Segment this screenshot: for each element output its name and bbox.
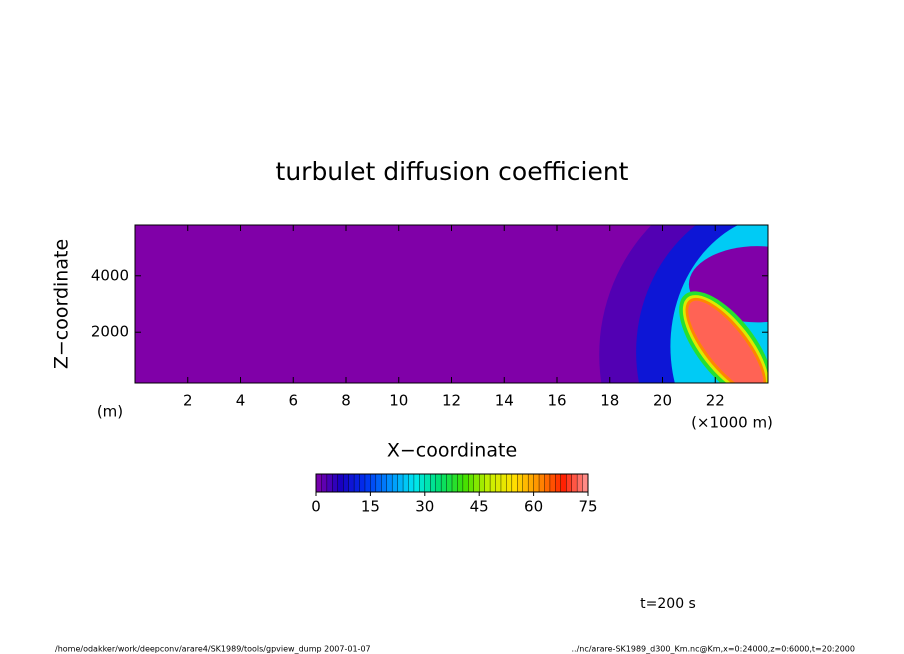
colorbar-cell [424,473,431,493]
colorbar-cell [484,473,491,493]
colorbar-cell [571,473,578,493]
colorbar-cell [451,473,458,493]
colorbar-cell [402,473,409,493]
colorbar-cell [332,473,339,493]
x-tick-label: 20 [653,392,672,410]
colorbar-tick-label: 60 [524,498,543,516]
colorbar-cell [370,473,377,493]
colorbar-cell [495,473,502,493]
colorbar-cell [555,473,562,493]
colorbar-cell [440,473,448,493]
y-axis-unit: (m) [97,403,123,421]
colorbar-cell [419,473,426,493]
colorbar-cell [549,473,556,493]
colorbar-cell [386,473,393,493]
colorbar-cell [391,473,399,493]
colorbar-cell [538,473,545,493]
colorbar-tick-label: 45 [470,498,489,516]
colorbar-cell [321,473,328,493]
colorbar-cell [408,473,415,493]
colorbar-cell [479,473,486,493]
x-tick-label: 22 [706,392,725,410]
colorbar-cell [500,473,507,493]
chart-title: turbulet diffusion coefficient [276,157,629,186]
colorbar-cell [544,473,551,493]
colorbar-cell [462,473,469,493]
colorbar-cell [353,473,361,493]
colorbar-cell [489,473,497,493]
x-tick-label: 12 [442,392,461,410]
colorbar-tick-label: 30 [415,498,434,516]
colorbar-cell [446,473,453,493]
x-tick-label: 18 [600,392,619,410]
colorbar-cell [435,473,442,493]
colorbar-cell [430,473,437,493]
field [135,225,768,383]
colorbar-cell [337,473,344,493]
colorbar-cell [576,473,584,493]
colorbar-cell [315,473,322,493]
x-tick-label: 16 [547,392,566,410]
time-label: t=200 s [640,596,696,612]
x-tick-label: 2 [183,392,193,410]
colorbar-cell [527,473,535,493]
colorbar-frame [315,473,589,493]
colorbar-cell [560,473,567,493]
colorbar-cell [364,473,371,493]
colorbar-cell [468,473,475,493]
y-tick-label: 2000 [91,323,129,341]
colorbar-cell [506,473,513,493]
colorbar-cell [397,473,404,493]
colorbar-cell [566,473,573,493]
colorbar-cell [457,473,464,493]
colorbar-cell [343,473,350,493]
y-axis-label: Z−coordinate [51,239,73,369]
colorbar-cell [511,473,518,493]
colorbar-cell [381,473,388,493]
x-tick-label: 14 [495,392,514,410]
colorbar-tick-label: 0 [311,498,321,516]
colorbar-cell [473,473,480,493]
colorbar-cell [375,473,382,493]
y-tick-label: 4000 [91,266,129,284]
footer-left: /home/odakker/work/deepconv/arare4/SK198… [55,645,371,654]
colorbar-cell [517,473,524,493]
x-tick-label: 6 [288,392,298,410]
x-tick-label: 4 [236,392,246,410]
footer-right: ../nc/arare-SK1989_d300_Km.nc@Km,x=0:240… [571,645,855,654]
colorbar-cell [582,473,589,493]
x-axis-unit: (×1000 m) [691,414,773,432]
colorbar-tick-label: 75 [578,498,597,516]
colorbar-cell [326,473,333,493]
x-tick-label: 10 [389,392,408,410]
colorbar-cell [533,473,540,493]
x-tick-label: 8 [341,392,351,410]
x-axis-label: X−coordinate [387,440,517,462]
colorbar-tick-label: 15 [361,498,380,516]
colorbar-cell [522,473,529,493]
colorbar-cell [348,473,355,493]
colorbar-cell [359,473,366,493]
field-band [688,300,764,383]
colorbar-cell [413,473,420,493]
